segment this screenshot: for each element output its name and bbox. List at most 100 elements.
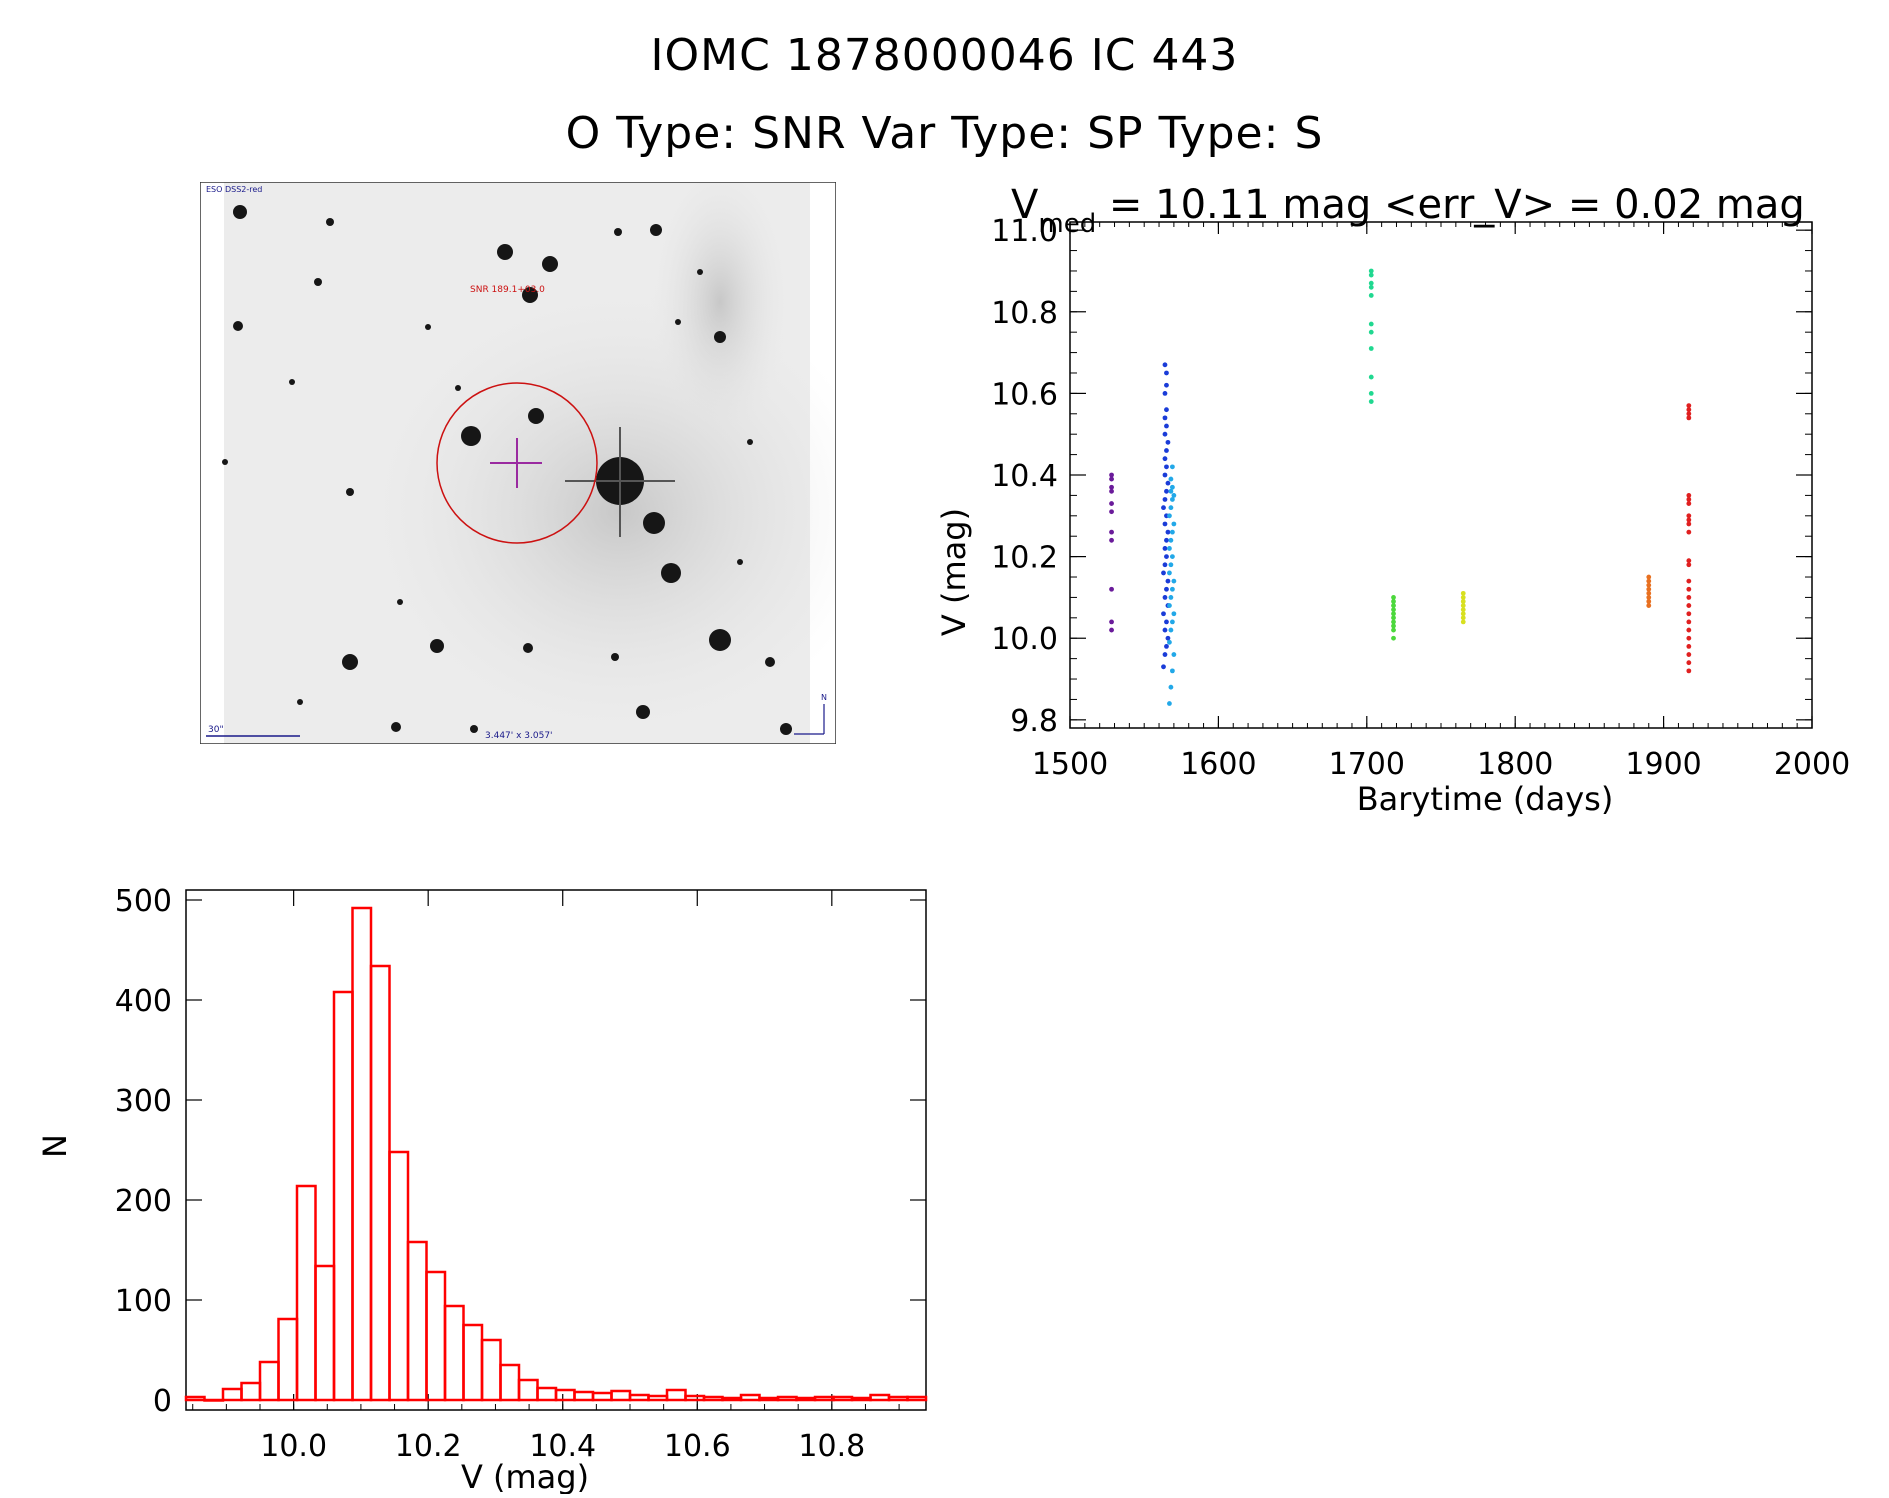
- data-point: [1162, 362, 1168, 368]
- data-point: [1686, 415, 1692, 421]
- data-point: [1162, 431, 1168, 437]
- histogram-bar: [443, 1304, 465, 1402]
- data-point: [1368, 268, 1374, 274]
- data-point: [1162, 472, 1168, 478]
- data-point: [1686, 619, 1692, 625]
- data-point: [1165, 439, 1171, 445]
- data-point: [1646, 599, 1652, 604]
- data-point: [1161, 664, 1166, 670]
- data-point: [1368, 329, 1374, 335]
- data-point: [1368, 272, 1374, 278]
- data-point: [1169, 484, 1175, 490]
- y-tick-label: 10.4: [991, 459, 1058, 494]
- data-point: [1391, 599, 1396, 604]
- data-point: [1686, 497, 1692, 502]
- data-point: [1165, 578, 1171, 584]
- data-point: [1168, 595, 1174, 600]
- figure-subtitle: O Type: SNR Var Type: SP Type: S: [565, 108, 1324, 159]
- data-point: [1391, 607, 1396, 613]
- histogram-bar: [499, 1363, 521, 1402]
- data-point: [1646, 595, 1652, 600]
- histogram-bar: [647, 1394, 669, 1402]
- data-point: [1109, 627, 1114, 633]
- star: [297, 699, 303, 705]
- data-point: [1164, 643, 1169, 649]
- data-point: [1686, 627, 1692, 633]
- data-point: [1162, 390, 1168, 396]
- data-point: [1162, 415, 1168, 421]
- star: [461, 426, 481, 446]
- data-point: [1164, 537, 1169, 543]
- star: [391, 722, 401, 732]
- star: [542, 256, 558, 272]
- histogram-axes: 10.0 10.2 10.4 10.6 10.8 0 100 200 300 400 500: [115, 884, 927, 1464]
- data-point: [1460, 603, 1466, 608]
- data-point: [1686, 562, 1692, 568]
- data-point: [1460, 607, 1466, 613]
- x-tick-label: 10.0: [260, 1429, 327, 1464]
- x-tick-label: 2000: [1774, 747, 1850, 782]
- data-point: [1686, 493, 1692, 498]
- data-point: [1167, 639, 1172, 645]
- data-point: [1162, 521, 1168, 527]
- histogram-bar: [536, 1386, 558, 1402]
- histogram-bar: [480, 1338, 502, 1402]
- data-point: [1167, 513, 1172, 519]
- data-point: [1686, 529, 1692, 535]
- data-point: [1460, 590, 1466, 596]
- star: [528, 408, 544, 424]
- data-point: [1686, 586, 1692, 592]
- data-point: [1686, 521, 1692, 527]
- star: [661, 563, 681, 583]
- y-tick-label: 0: [153, 1384, 172, 1419]
- data-point: [1171, 652, 1177, 657]
- data-point: [1109, 476, 1114, 482]
- histogram-bar: [832, 1395, 854, 1402]
- data-point: [1391, 623, 1396, 629]
- histogram-bar: [850, 1396, 872, 1402]
- data-point: [1646, 582, 1652, 588]
- x-tick-label: 1600: [1180, 747, 1256, 782]
- data-point: [1168, 505, 1174, 511]
- histogram-bar: [573, 1390, 595, 1402]
- x-tick-label: 1900: [1625, 747, 1701, 782]
- data-point: [1169, 497, 1175, 502]
- x-tick-label: 10.8: [798, 1429, 865, 1464]
- data-point: [1161, 570, 1166, 576]
- data-point: [1368, 374, 1374, 380]
- histogram-bar: [221, 1387, 243, 1402]
- data-point: [1460, 595, 1466, 600]
- histogram-bar: [684, 1394, 706, 1402]
- data-point: [1171, 521, 1177, 527]
- data-point: [1368, 280, 1374, 286]
- histogram-bar: [425, 1270, 447, 1402]
- data-point: [1686, 501, 1692, 506]
- histogram-bar: [887, 1395, 909, 1402]
- y-tick-label: 100: [115, 1284, 172, 1319]
- data-point: [1109, 529, 1114, 535]
- histogram-bar: [795, 1396, 817, 1402]
- data-point: [1686, 668, 1692, 674]
- data-point: [1686, 403, 1692, 409]
- star: [455, 385, 461, 391]
- nebula-glow-upper: [650, 162, 790, 442]
- star: [747, 439, 753, 445]
- histogram-xlabel: V (mag): [461, 1458, 589, 1494]
- data-point: [1686, 517, 1692, 523]
- star: [675, 319, 681, 325]
- title-prefix: V: [1011, 182, 1039, 228]
- data-point: [1460, 599, 1466, 604]
- data-point: [1162, 595, 1168, 600]
- data-point: [1368, 321, 1374, 327]
- figure-title: IOMC 1878000046 IC 443: [650, 30, 1239, 81]
- star: [523, 643, 533, 653]
- data-point: [1391, 603, 1396, 608]
- data-point: [1686, 660, 1692, 666]
- data-point: [1165, 480, 1171, 486]
- data-point: [1164, 554, 1169, 560]
- y-tick-label: 10.0: [991, 622, 1058, 657]
- title-suffix: = 10.11 mag <err_V> = 0.02 mag: [1096, 182, 1805, 228]
- y-tick-label: 10.8: [991, 296, 1058, 331]
- data-point: [1646, 586, 1652, 592]
- data-point: [1165, 635, 1171, 641]
